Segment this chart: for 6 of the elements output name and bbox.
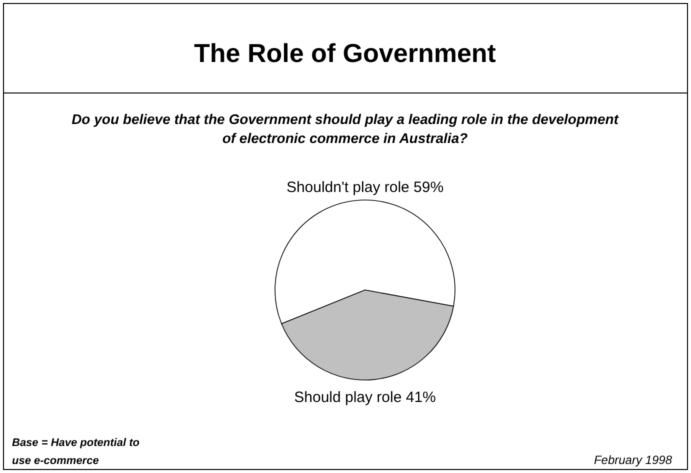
slice-label: Should play role 41% [294,389,436,406]
slice-label: Shouldn't play role 59% [286,179,444,196]
text: February 1998 [594,453,672,467]
chart-title: The Role of Government [194,38,496,68]
text: Base = Have potential to use e-commerce [12,437,140,467]
chart-subtitle: Do you believe that the Government should play a leading role in the development of electronic commerce in Australia? [72,111,620,146]
